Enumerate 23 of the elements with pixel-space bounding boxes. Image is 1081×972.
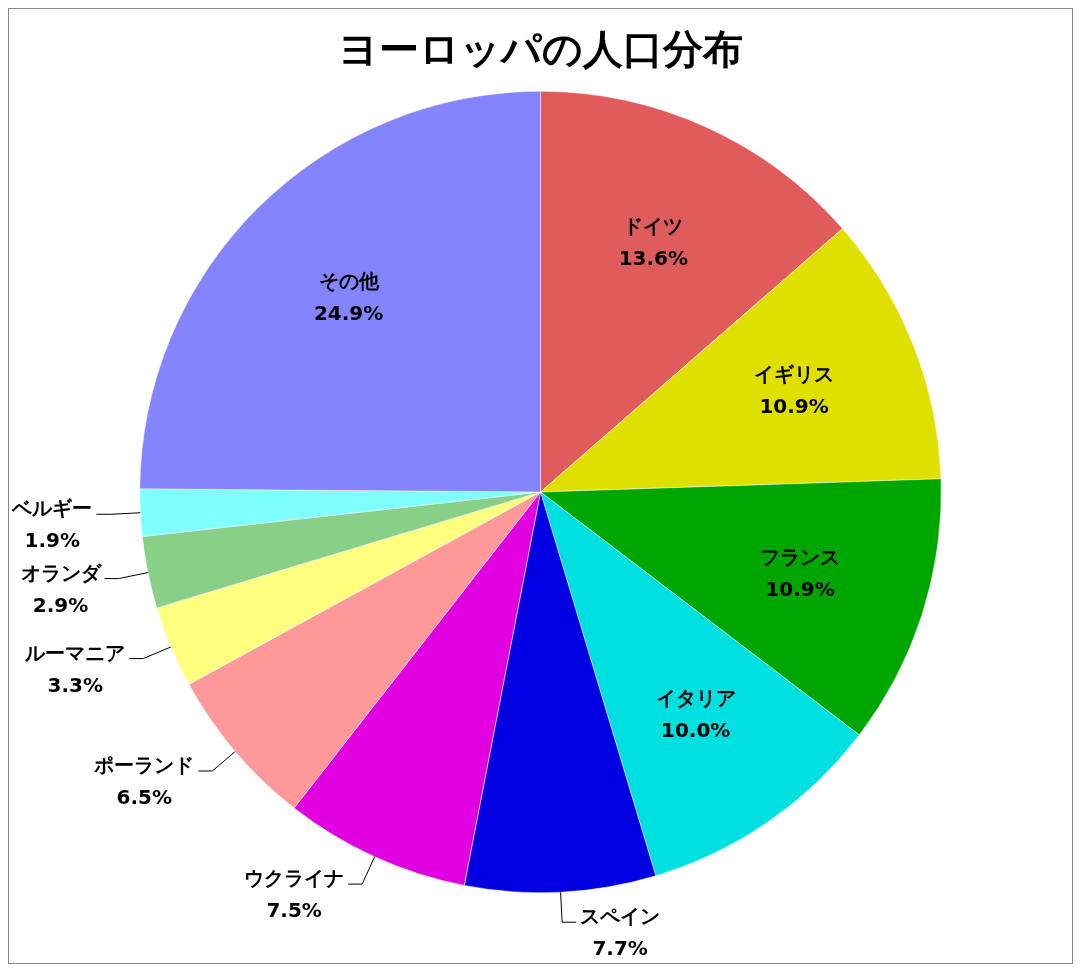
data-label: 7.7%	[592, 936, 648, 961]
data-label: 10.0%	[660, 718, 731, 743]
slice-label: ポーランド	[93, 753, 195, 778]
slice-label: ドイツ	[623, 214, 684, 239]
data-label: 1.9%	[24, 528, 81, 553]
data-label: 2.9%	[32, 592, 89, 617]
slice-label: ベルギー	[11, 496, 93, 521]
data-label: 10.9%	[765, 577, 835, 602]
slice-label: スペイン	[580, 904, 661, 929]
slice-label: その他	[318, 268, 380, 293]
data-label: 13.6%	[618, 246, 689, 271]
slice-label: ルーマニア	[24, 640, 126, 665]
slice-label: イタリア	[655, 686, 736, 711]
slice-label: フランス	[760, 545, 841, 570]
data-label: 24.9%	[313, 300, 384, 325]
data-label: 10.9%	[759, 394, 829, 419]
chart-title: ヨーロッパの人口分布	[338, 26, 743, 73]
slice-label: イギリス	[754, 362, 835, 387]
data-label: 7.5%	[266, 898, 322, 923]
slice-label: オランダ	[20, 560, 102, 585]
data-label: 6.5%	[116, 785, 173, 810]
data-label: 3.3%	[47, 672, 103, 697]
slice-label: ウクライナ	[244, 866, 345, 891]
